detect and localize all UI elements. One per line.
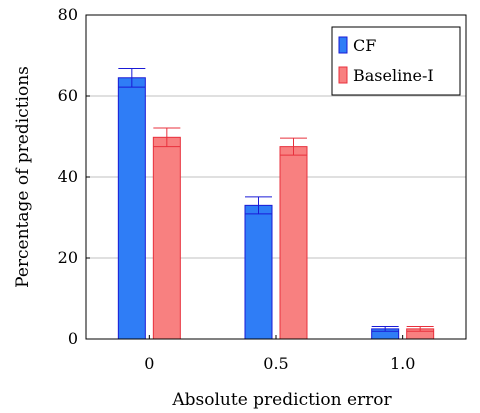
bar-cf	[117, 77, 146, 340]
bar-cf	[244, 204, 273, 340]
y-tick-label: 40	[58, 167, 78, 186]
bar-baseline-i	[152, 136, 181, 340]
legend: CF Baseline-I	[331, 26, 461, 96]
y-axis-ticks: 0 20 40 60 80	[58, 5, 90, 348]
legend-swatch	[338, 36, 348, 54]
legend-label: Baseline-I	[353, 66, 434, 85]
y-tick-label: 20	[58, 248, 78, 267]
bar-baseline-i	[279, 146, 308, 340]
legend-box	[331, 26, 461, 96]
x-tick-label: 0	[144, 354, 154, 373]
x-tick-label: 0.5	[263, 354, 288, 373]
gridlines	[86, 95, 466, 259]
y-tick-label: 80	[58, 5, 78, 24]
x-tick-label: 1.0	[390, 354, 415, 373]
x-axis-ticks: 0 0.5 1.0	[144, 335, 415, 373]
bars	[117, 67, 435, 340]
legend-swatch	[338, 66, 348, 84]
y-axis-label: Percentage of predictions	[13, 66, 33, 288]
x-axis-label: Absolute prediction error	[171, 390, 392, 410]
legend-label: CF	[353, 36, 376, 55]
y-tick-label: 0	[68, 329, 78, 348]
y-tick-label: 60	[58, 86, 78, 105]
